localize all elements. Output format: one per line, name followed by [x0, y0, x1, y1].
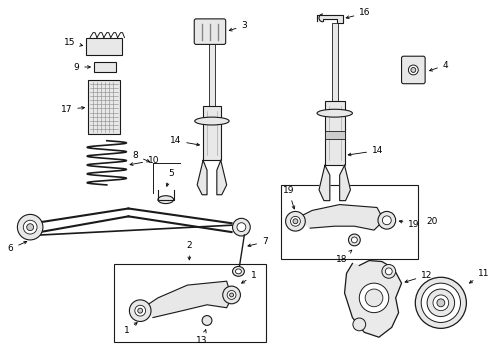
- Polygon shape: [298, 204, 384, 230]
- Ellipse shape: [18, 215, 43, 240]
- Ellipse shape: [411, 68, 416, 72]
- Ellipse shape: [237, 223, 246, 231]
- Text: 20: 20: [426, 217, 438, 226]
- Text: 18: 18: [336, 250, 352, 264]
- Ellipse shape: [351, 237, 357, 243]
- Ellipse shape: [233, 266, 245, 276]
- Ellipse shape: [138, 308, 143, 313]
- Text: 1: 1: [123, 323, 137, 335]
- Polygon shape: [340, 165, 350, 201]
- Bar: [325, 131, 344, 139]
- Text: 4: 4: [430, 60, 448, 71]
- Polygon shape: [143, 281, 232, 318]
- Text: 6: 6: [8, 241, 27, 253]
- Ellipse shape: [378, 211, 395, 229]
- Ellipse shape: [433, 295, 449, 311]
- Text: 11: 11: [469, 269, 490, 283]
- Polygon shape: [317, 15, 343, 23]
- Ellipse shape: [223, 286, 241, 304]
- Ellipse shape: [437, 299, 445, 307]
- Text: 19: 19: [283, 186, 295, 209]
- Polygon shape: [197, 160, 207, 195]
- Bar: [88, 80, 120, 134]
- Ellipse shape: [227, 291, 236, 300]
- Text: 19: 19: [399, 220, 420, 229]
- Ellipse shape: [385, 268, 392, 275]
- Text: 9: 9: [74, 63, 90, 72]
- Ellipse shape: [382, 265, 395, 278]
- Text: 13: 13: [196, 330, 208, 345]
- Text: 2: 2: [187, 241, 192, 260]
- Ellipse shape: [421, 283, 461, 323]
- Text: 5: 5: [166, 168, 173, 186]
- Ellipse shape: [416, 277, 466, 328]
- Bar: [114, 264, 266, 342]
- Ellipse shape: [409, 65, 418, 75]
- FancyBboxPatch shape: [401, 56, 425, 84]
- Polygon shape: [344, 261, 401, 337]
- Text: 14: 14: [170, 136, 199, 146]
- Text: 12: 12: [405, 271, 433, 283]
- Text: 8: 8: [132, 151, 149, 162]
- Text: 3: 3: [229, 21, 247, 31]
- Text: 1: 1: [242, 271, 257, 283]
- FancyBboxPatch shape: [194, 19, 226, 44]
- Bar: [209, 42, 215, 111]
- Text: 17: 17: [61, 105, 84, 114]
- Bar: [325, 102, 344, 165]
- Polygon shape: [217, 160, 227, 195]
- Polygon shape: [319, 165, 330, 201]
- Bar: [332, 23, 338, 106]
- Ellipse shape: [236, 269, 242, 274]
- Ellipse shape: [158, 196, 173, 203]
- Text: 14: 14: [348, 146, 384, 156]
- Ellipse shape: [427, 289, 455, 316]
- Text: 15: 15: [64, 38, 82, 47]
- Ellipse shape: [353, 318, 366, 331]
- Ellipse shape: [293, 219, 298, 224]
- Bar: [203, 106, 221, 160]
- Ellipse shape: [230, 293, 234, 297]
- Text: 7: 7: [248, 237, 268, 247]
- Text: 10: 10: [130, 156, 160, 166]
- Ellipse shape: [24, 220, 37, 234]
- Ellipse shape: [195, 117, 229, 125]
- Ellipse shape: [233, 218, 250, 236]
- Ellipse shape: [317, 109, 352, 117]
- Bar: [86, 37, 122, 55]
- Ellipse shape: [135, 305, 146, 316]
- Ellipse shape: [348, 234, 360, 246]
- Ellipse shape: [286, 211, 305, 231]
- Ellipse shape: [27, 224, 34, 231]
- Ellipse shape: [202, 316, 212, 325]
- Ellipse shape: [291, 216, 300, 226]
- Ellipse shape: [129, 300, 151, 321]
- Text: 16: 16: [346, 9, 371, 19]
- Bar: [94, 62, 116, 72]
- Ellipse shape: [359, 283, 389, 312]
- Bar: [281, 185, 418, 258]
- Ellipse shape: [382, 216, 391, 225]
- Ellipse shape: [365, 289, 383, 307]
